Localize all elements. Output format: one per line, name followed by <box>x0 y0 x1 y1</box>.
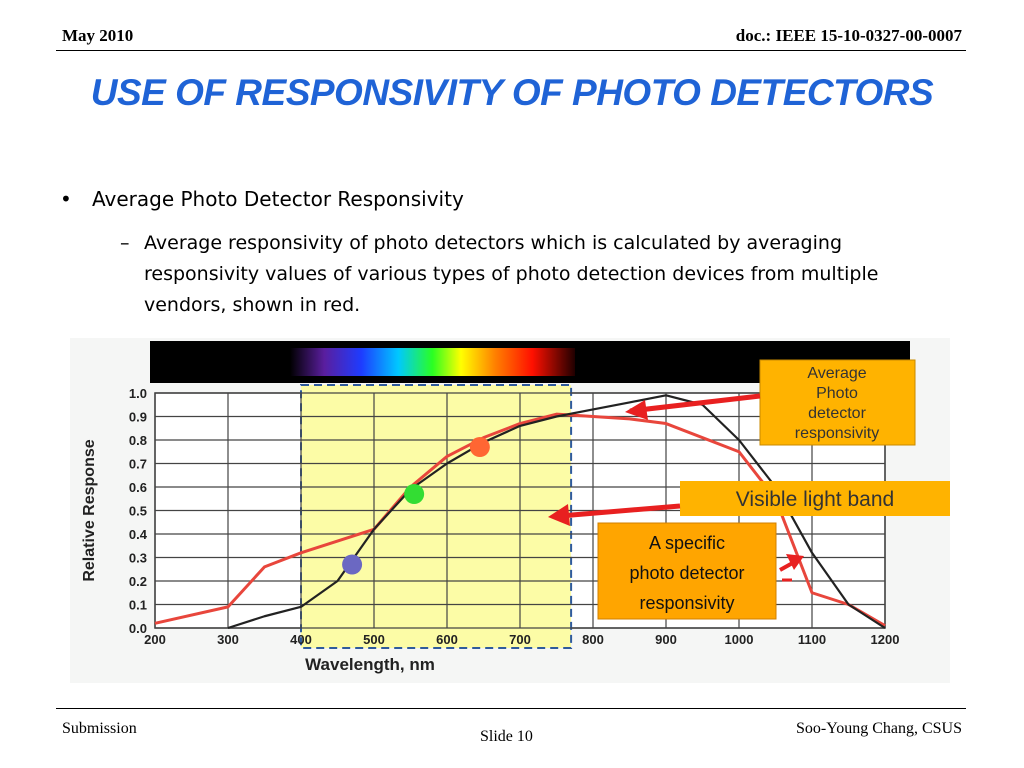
data-marker-3 <box>469 437 490 458</box>
x-tick-label: 800 <box>582 632 604 647</box>
y-tick-label: 0.8 <box>129 433 147 448</box>
annotation-specific-arrowhead <box>786 554 804 570</box>
y-tick-label: 0.1 <box>129 598 147 613</box>
slide-title: USE OF RESPONSIVITY OF PHOTO DETECTORS <box>90 72 934 113</box>
x-tick-label: 900 <box>655 632 677 647</box>
x-axis-label: Wavelength, nm <box>305 655 435 674</box>
responsivity-chart: 200 300 400 500 600 700 800 900 1000 1100 1200 0.0 0… <box>70 338 950 683</box>
y-tick-label: 1.0 <box>129 386 147 401</box>
y-axis-label: Relative Response <box>81 439 98 581</box>
annotation-average-arrowhead <box>625 400 648 420</box>
header-date: May 2010 <box>62 26 134 45</box>
footer-submission: Submission <box>62 720 137 737</box>
y-tick-label: 0.4 <box>129 527 148 542</box>
bullet-level2-text: Average responsivity of photo detectors … <box>144 232 879 316</box>
footer-divider <box>56 708 966 709</box>
x-tick-label: 300 <box>217 632 239 647</box>
footer-author: Soo-Young Chang, CSUS <box>796 720 962 737</box>
header-doc-id: doc.: IEEE 15-10-0327-00-0007 <box>735 26 962 45</box>
x-tick-label: 1100 <box>798 632 826 647</box>
x-tick-label: 200 <box>144 632 166 647</box>
y-tick-label: 0.3 <box>129 551 147 566</box>
bullet-dash: – <box>120 232 130 254</box>
bullet-level1: • Average Photo Detector Responsivity <box>60 187 464 211</box>
bullet-dot: • <box>60 187 72 211</box>
annotation-visible-text: Visible light band <box>736 488 894 511</box>
y-tick-label: 0.0 <box>129 621 147 636</box>
x-tick-label: 600 <box>436 632 458 647</box>
annotation-average-arrow-shaft <box>629 393 761 414</box>
y-tick-label: 0.9 <box>129 410 147 425</box>
annotation-average-text: Average Photo detector responsivity <box>795 365 879 442</box>
data-marker-2 <box>404 484 425 505</box>
x-tick-label: 1200 <box>871 632 900 647</box>
footer-slide-number: Slide 10 <box>480 728 533 745</box>
visible-band-region <box>300 384 573 649</box>
y-tick-label: 0.5 <box>129 504 147 519</box>
annotation-specific-text: A specific photo detector responsivity <box>629 533 744 613</box>
annotation-visible-box <box>680 481 950 516</box>
x-tick-label: 1000 <box>725 632 754 647</box>
annotation-specific-box <box>597 522 777 620</box>
annotation-average-box <box>759 359 916 446</box>
y-tick-label: 0.7 <box>129 457 147 472</box>
visible-spectrum-gradient <box>290 348 575 376</box>
x-tick-label: 500 <box>363 632 385 647</box>
bullet-level1-text: Average Photo Detector Responsivity <box>92 187 464 211</box>
bullet-level2: – Average responsivity of photo detectors… <box>120 228 950 321</box>
header-divider <box>56 50 966 51</box>
x-tick-label: 700 <box>509 632 531 647</box>
annotation-visible-arrow-shaft <box>559 503 681 519</box>
y-tick-label: 0.2 <box>129 574 147 589</box>
data-marker-1 <box>342 554 363 575</box>
y-tick-label: 0.6 <box>129 480 147 495</box>
annotation-visible-arrowhead <box>548 504 570 526</box>
x-tick-label: 400 <box>290 632 312 647</box>
